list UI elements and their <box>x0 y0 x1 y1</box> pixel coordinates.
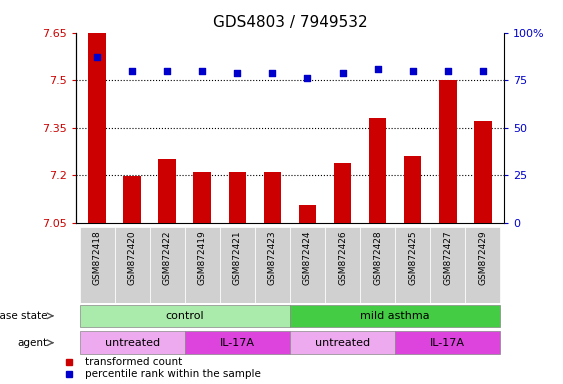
Bar <box>194 172 211 223</box>
Text: GSM872419: GSM872419 <box>198 230 207 285</box>
Bar <box>185 331 290 354</box>
Bar <box>255 227 290 303</box>
Point <box>163 68 172 74</box>
Bar <box>325 227 360 303</box>
Bar <box>404 156 422 223</box>
Point <box>373 66 382 72</box>
Bar <box>263 172 281 223</box>
Point <box>128 68 137 74</box>
Text: GSM872428: GSM872428 <box>373 230 382 285</box>
Bar <box>229 172 246 223</box>
Bar <box>115 227 150 303</box>
Bar <box>360 227 395 303</box>
Text: GSM872420: GSM872420 <box>128 230 137 285</box>
Bar <box>79 227 115 303</box>
Text: percentile rank within the sample: percentile rank within the sample <box>84 369 260 379</box>
Text: disease state: disease state <box>0 311 47 321</box>
Text: GSM872423: GSM872423 <box>268 230 277 285</box>
Bar <box>299 205 316 223</box>
Text: control: control <box>166 311 204 321</box>
Point <box>268 70 277 76</box>
Bar <box>88 33 106 223</box>
Bar <box>290 227 325 303</box>
Text: GSM872418: GSM872418 <box>92 230 101 285</box>
Point <box>338 70 347 76</box>
Bar <box>395 227 430 303</box>
Point <box>443 68 452 74</box>
Text: untreated: untreated <box>315 338 370 348</box>
Text: untreated: untreated <box>105 338 160 348</box>
Text: GSM872425: GSM872425 <box>408 230 417 285</box>
Bar <box>439 80 457 223</box>
Text: mild asthma: mild asthma <box>360 311 430 321</box>
Point <box>233 70 242 76</box>
Text: GSM872427: GSM872427 <box>443 230 452 285</box>
Bar <box>79 305 290 327</box>
Bar <box>123 177 141 223</box>
Point <box>408 68 417 74</box>
Text: IL-17A: IL-17A <box>430 338 465 348</box>
Point <box>303 75 312 81</box>
Bar <box>150 227 185 303</box>
Bar <box>220 227 255 303</box>
Point <box>92 54 101 60</box>
Text: GSM872429: GSM872429 <box>479 230 488 285</box>
Point <box>198 68 207 74</box>
Bar <box>185 227 220 303</box>
Text: IL-17A: IL-17A <box>220 338 255 348</box>
Text: GSM872424: GSM872424 <box>303 230 312 285</box>
Text: GSM872421: GSM872421 <box>233 230 242 285</box>
Bar <box>290 305 501 327</box>
Bar <box>158 159 176 223</box>
Text: GSM872422: GSM872422 <box>163 230 172 285</box>
Title: GDS4803 / 7949532: GDS4803 / 7949532 <box>213 15 367 30</box>
Bar <box>79 331 185 354</box>
Bar <box>430 227 465 303</box>
Text: agent: agent <box>17 338 47 348</box>
Bar <box>395 331 501 354</box>
Bar <box>369 118 386 223</box>
Text: GSM872426: GSM872426 <box>338 230 347 285</box>
Bar <box>334 162 351 223</box>
Point <box>479 68 488 74</box>
Bar <box>465 227 501 303</box>
Text: transformed count: transformed count <box>84 357 182 367</box>
Bar <box>290 331 395 354</box>
Bar <box>474 121 491 223</box>
